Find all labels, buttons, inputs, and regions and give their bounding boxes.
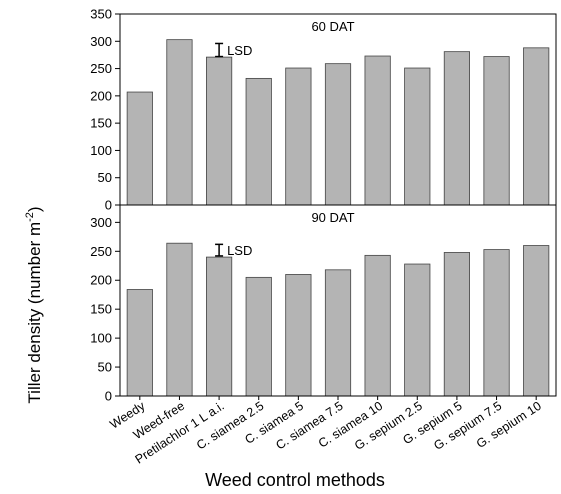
bar-2-6 bbox=[324, 269, 352, 397]
bar-2-8 bbox=[404, 263, 431, 397]
y-tick-label-1-250: 250 bbox=[90, 61, 112, 76]
bar-2-4 bbox=[245, 276, 272, 397]
bar-2-3 bbox=[206, 256, 233, 397]
bar-1-10 bbox=[483, 56, 510, 206]
y-tick-label-1-150: 150 bbox=[90, 116, 112, 131]
bar-2-1 bbox=[126, 289, 153, 397]
y-axis-label-superscript: -2 bbox=[24, 212, 36, 222]
x-axis-label: Weed control methods bbox=[205, 470, 385, 490]
y-tick-label-1-0: 0 bbox=[105, 198, 112, 213]
y-axis-label-close: ) bbox=[25, 206, 44, 212]
bar-1-6 bbox=[324, 63, 352, 206]
bar-2-10 bbox=[483, 249, 510, 397]
y-tick-label-1-50: 50 bbox=[98, 170, 112, 185]
panel-title-1: 60 DAT bbox=[311, 19, 354, 34]
y-tick-label-1-200: 200 bbox=[90, 88, 112, 103]
y-tick-label-2-200: 200 bbox=[90, 273, 112, 288]
panels-layer: 0 50 100 150 200 250 300 350 60 DAT LSD 0 50 100 150 2… bbox=[90, 7, 557, 467]
lsd-label-1: LSD bbox=[227, 43, 252, 58]
bar-2-2 bbox=[166, 242, 193, 397]
y-axis-label: Tiller density (number m-2) bbox=[24, 206, 44, 403]
y-tick-label-2-250: 250 bbox=[90, 244, 112, 259]
bar-1-8 bbox=[404, 67, 431, 206]
y-tick-label-2-0: 0 bbox=[105, 389, 112, 404]
bar-1-11 bbox=[523, 47, 550, 206]
bar-2-11 bbox=[523, 245, 550, 397]
panel-title-2: 90 DAT bbox=[311, 210, 354, 225]
y-tick-label-2-50: 50 bbox=[98, 360, 112, 375]
y-tick-label-1-100: 100 bbox=[90, 143, 112, 158]
bar-1-7 bbox=[364, 55, 391, 206]
bar-2-7 bbox=[364, 254, 391, 397]
bar-1-9 bbox=[443, 51, 471, 206]
y-tick-label-2-300: 300 bbox=[90, 215, 112, 230]
y-tick-label-1-300: 300 bbox=[90, 34, 112, 49]
lsd-label-2: LSD bbox=[227, 243, 252, 258]
bar-1-3 bbox=[206, 56, 233, 206]
bar-2-9 bbox=[443, 252, 471, 397]
bar-1-2 bbox=[166, 39, 193, 206]
y-tick-label-1-350: 350 bbox=[90, 7, 112, 22]
bar-1-4 bbox=[245, 77, 272, 206]
y-tick-label-2-150: 150 bbox=[90, 302, 112, 317]
y-tick-label-2-100: 100 bbox=[90, 331, 112, 346]
bar-1-1 bbox=[126, 91, 153, 206]
bar-2-5 bbox=[285, 274, 312, 397]
bar-1-5 bbox=[285, 67, 312, 206]
